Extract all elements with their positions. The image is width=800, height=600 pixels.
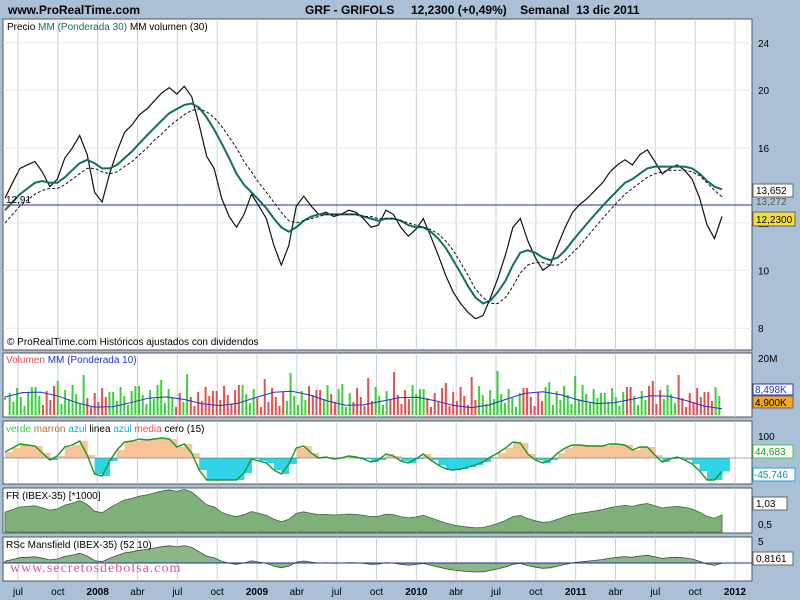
legend-volumen: Volumen — [6, 355, 45, 366]
site-url[interactable]: www.ProRealTime.com — [8, 3, 141, 17]
legend-mm30: MM (Ponderada 30) — [38, 22, 127, 33]
x-tick-oct: oct — [51, 587, 65, 598]
mm30-series — [4, 102, 723, 305]
price-panel — [2, 18, 753, 351]
last-price: 12,2300 (+0,49%) — [411, 3, 507, 17]
x-tick-jul: jul — [331, 587, 342, 598]
x-tick-abr: abr — [449, 587, 464, 598]
legend-marron: marron — [34, 424, 66, 435]
price-tick-16: 16 — [758, 144, 770, 155]
macd-tick: 100 — [758, 432, 775, 443]
price-tick-20: 20 — [758, 86, 770, 97]
watermark: www.secretosdebolsa.com — [10, 561, 181, 576]
x-tick-jul: jul — [490, 587, 501, 598]
x-tick-oct: oct — [688, 587, 702, 598]
price-tick-8: 8 — [758, 324, 764, 335]
badge-rsc: 0,8161 — [752, 551, 794, 566]
legend-linea: linea — [89, 424, 111, 435]
x-tick-abr: abr — [608, 587, 623, 598]
x-tick-oct: oct — [370, 587, 384, 598]
badge-macd-upper: 44,683 — [752, 444, 794, 459]
x-tick-2011: 2011 — [565, 587, 587, 598]
x-tick-2012: 2012 — [724, 587, 747, 598]
fr-legend: FR (IBEX-35) [*1000] — [6, 491, 101, 502]
volume-bars — [4, 371, 723, 415]
x-tick-2009: 2009 — [246, 587, 269, 598]
ticker-label: GRF - GRIFOLS — [305, 3, 395, 17]
price-tick-24: 24 — [758, 39, 770, 50]
x-tick-jul: jul — [171, 587, 182, 598]
legend-media: media — [134, 424, 162, 435]
mm-volume-series — [4, 108, 723, 304]
badge-volume-avg: 8,498K — [752, 383, 794, 396]
svg-text:13,272: 13,272 — [756, 197, 787, 208]
legend-verde: verde — [6, 424, 31, 435]
svg-text:1,03: 1,03 — [756, 499, 776, 510]
legend-precio: Precio — [7, 22, 36, 33]
x-tick-jul: jul — [12, 587, 23, 598]
badge-macd-lower: -45,746 — [752, 467, 796, 482]
chart-title: GRF - GRIFOLS 12,2300 (+0,49%) Semanal 1… — [305, 3, 640, 17]
x-axis-labels: jul oct 2008 abr jul oct 2009 abr jul oct 2010 abr j… — [12, 587, 747, 598]
x-tick-oct: oct — [210, 587, 224, 598]
svg-text:12,2300: 12,2300 — [756, 215, 793, 226]
rsc-fill — [4, 545, 723, 573]
header-bar: www.ProRealTime.com GRF - GRIFOLS 12,230… — [0, 0, 800, 20]
rsc-legend: RSc Mansfield (IBEX-35) (52 10) — [6, 540, 152, 551]
svg-text:44,683: 44,683 — [755, 447, 786, 458]
badge-volume-last: 4,900K — [752, 395, 794, 409]
x-tick-abr: abr — [290, 587, 305, 598]
x-tick-2010: 2010 — [405, 587, 428, 598]
legend-volume-mm: MM (Ponderada 10) — [48, 355, 137, 366]
fr-fill — [4, 488, 723, 533]
grid-lines — [3, 19, 752, 581]
badge-mm30: 13,652 — [752, 183, 794, 198]
price-legend: Precio MM (Ponderada 30) MM volumen (30) — [7, 22, 208, 33]
macd-fill — [3, 437, 752, 481]
svg-text:4,900K: 4,900K — [755, 398, 787, 409]
legend-cero: cero (15) — [165, 424, 205, 435]
svg-text:-45,746: -45,746 — [754, 470, 788, 481]
x-tick-2008: 2008 — [87, 587, 110, 598]
period-label: Semanal 13 dic 2011 — [520, 3, 640, 17]
svg-text:8,498K: 8,498K — [755, 385, 787, 396]
price-tick-10: 10 — [758, 266, 770, 277]
badge-last-price: 12,2300 — [752, 211, 796, 227]
x-tick-abr: abr — [130, 587, 145, 598]
svg-text:0,8161: 0,8161 — [756, 554, 787, 565]
legend-azul: azul — [68, 424, 86, 435]
fr-tick-0-5: 0,5 — [758, 520, 772, 531]
hline-value: 12,91 — [6, 195, 31, 206]
badge-fr: 1,03 — [752, 496, 788, 511]
svg-text:13,652: 13,652 — [756, 186, 787, 197]
price-series — [4, 85, 723, 320]
price-footer: © ProRealTime.com Históricos ajustados c… — [7, 337, 259, 348]
volume-tick: 20M — [758, 354, 777, 365]
macd-legend: verde marron azul linea azul media cero … — [6, 424, 205, 435]
badge-mm-volume: 13,272 — [756, 197, 787, 208]
rsc-tick-5: 5 — [758, 537, 764, 548]
x-tick-jul: jul — [649, 587, 660, 598]
legend-mm-volume: MM volumen (30) — [130, 22, 208, 33]
x-tick-oct: oct — [529, 587, 543, 598]
volume-legend: Volumen MM (Ponderada 10) — [6, 355, 137, 366]
legend-azul-2: azul — [113, 424, 131, 435]
